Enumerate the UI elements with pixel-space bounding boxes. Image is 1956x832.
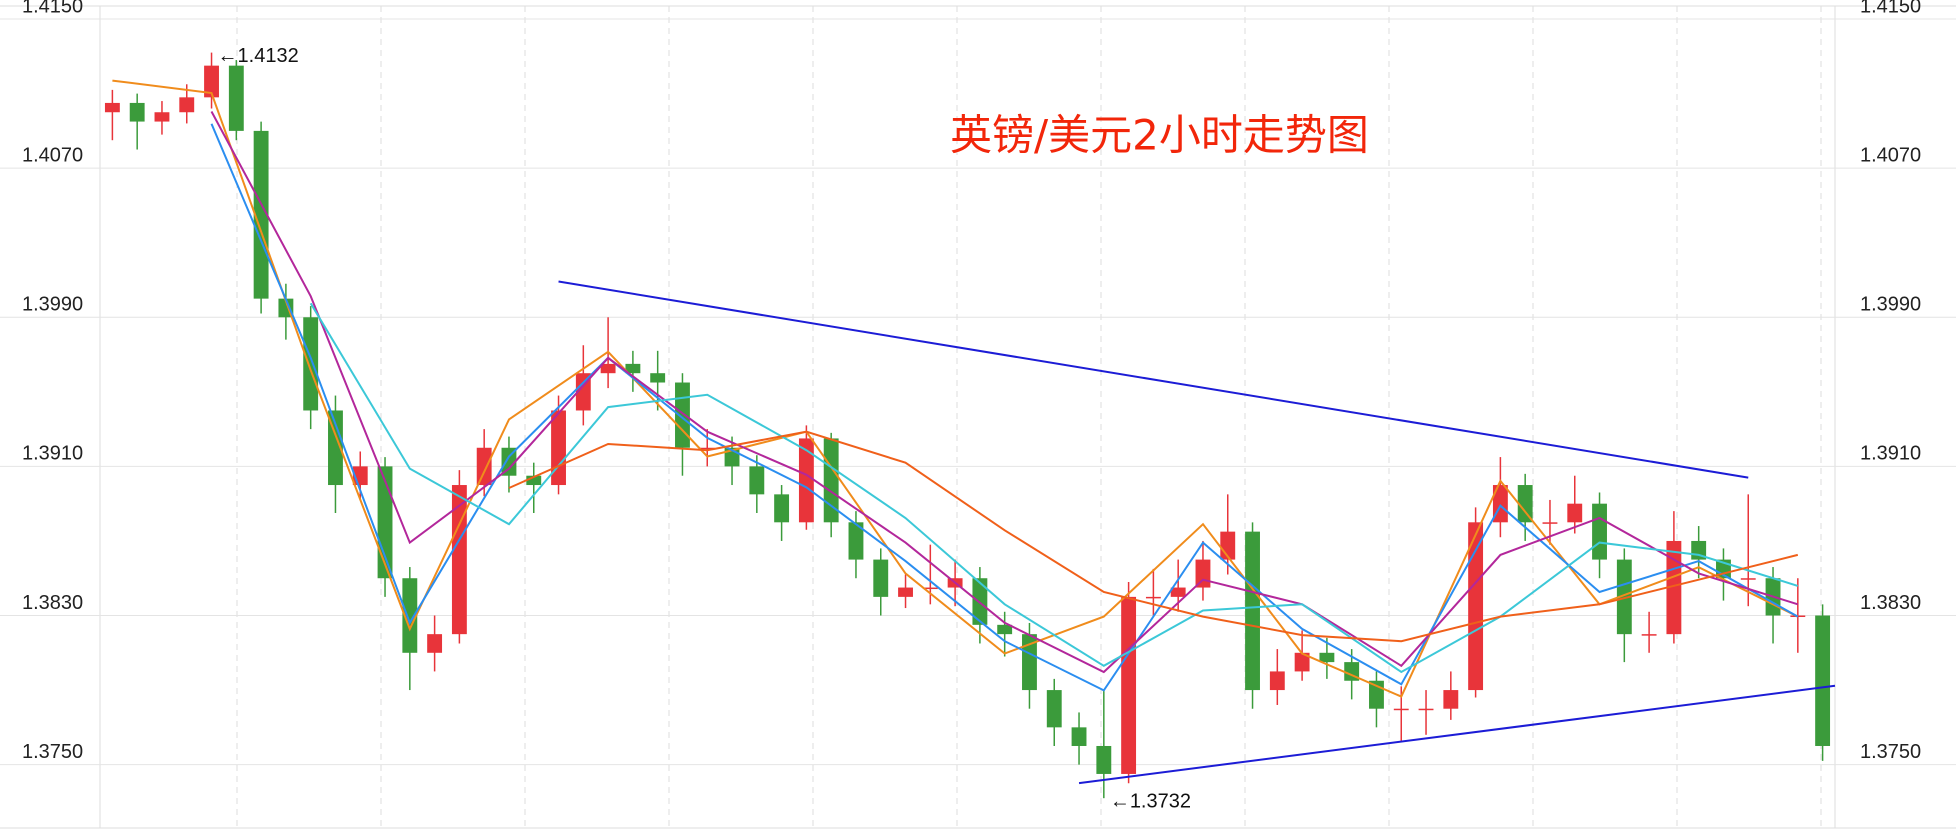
y-tick-label-right: 1.4070 (1860, 144, 1921, 166)
y-tick-label-right: 1.3990 (1860, 294, 1921, 316)
trend-line (1078, 684, 1836, 785)
candle-body (922, 587, 938, 590)
candle-body (1393, 708, 1409, 711)
candle-body (451, 485, 467, 635)
candle-body (1145, 596, 1161, 599)
candle-body (798, 438, 814, 523)
y-tick-label: 1.4070 (22, 144, 83, 166)
candle-body (1641, 634, 1657, 636)
candle-body (1294, 652, 1310, 672)
candle-body (526, 475, 542, 486)
candle-body (600, 363, 616, 374)
y-tick-label: 1.3990 (22, 294, 83, 316)
candle-body (997, 624, 1013, 635)
candle-body (1170, 587, 1186, 597)
candle-body (501, 447, 517, 476)
candle-body (476, 447, 492, 486)
candle-body (1666, 540, 1682, 635)
y-tick-label: 1.3750 (22, 741, 83, 763)
y-tick-label: 1.3910 (22, 443, 83, 465)
ma-line (210, 123, 1799, 692)
chart-title: 英镑/美元2小时走势图 (950, 111, 1369, 160)
candle-body (675, 382, 690, 448)
low-annotation: ←1.3732 (1110, 790, 1191, 812)
candle-body (1592, 503, 1607, 560)
candle-body (402, 578, 418, 653)
high-annotation: ←1.4132 (218, 45, 299, 67)
candle-body (1022, 634, 1037, 691)
ma-line (112, 79, 1799, 698)
candle-body (1616, 559, 1632, 635)
candle-body (848, 522, 864, 560)
ma-line (210, 111, 1799, 674)
y-tick-label: 1.4150 (22, 0, 83, 17)
candle-body (179, 97, 195, 113)
candle-body (129, 102, 145, 122)
candle-body (823, 438, 839, 523)
candle-body (1418, 708, 1434, 711)
y-tick-label-right: 1.3750 (1860, 741, 1921, 763)
candle-body (1245, 531, 1260, 691)
candle-body (228, 65, 244, 131)
marks: ←1.4132 ←1.3732 (104, 45, 1836, 812)
candle-body (898, 587, 913, 597)
candle-body (873, 559, 889, 597)
candle-body (154, 112, 170, 122)
candle-body (377, 466, 393, 579)
candle-body (204, 65, 219, 98)
candle-body (1071, 727, 1087, 746)
y-tick-label: 1.3830 (22, 592, 83, 614)
candle-body (1542, 522, 1558, 524)
candle-body (774, 494, 790, 523)
candle-body (1121, 596, 1137, 774)
candle-body (1740, 578, 1756, 580)
candle-body (699, 447, 715, 450)
candle-body (303, 317, 319, 411)
candle-body (427, 634, 443, 653)
candle-body (1046, 690, 1062, 728)
trend-line (558, 280, 1749, 479)
candle-body (1096, 745, 1112, 774)
candle-body (104, 102, 120, 113)
y-tick-label-right: 1.3830 (1860, 592, 1921, 614)
candle-body (650, 373, 666, 383)
candle-body (1468, 522, 1484, 691)
ma-line (508, 430, 1799, 643)
candle-body (328, 410, 343, 486)
candle-body (1269, 671, 1285, 691)
candle-body (1319, 652, 1335, 663)
candle-body (551, 410, 566, 486)
candle-body (625, 363, 641, 374)
candle-body (1443, 690, 1459, 709)
candle-body (1517, 485, 1533, 523)
candle-body (253, 130, 269, 299)
y-tick-label-right: 1.3910 (1860, 443, 1921, 465)
candle-body (1567, 503, 1583, 523)
y-tick-label-right: 1.4150 (1860, 0, 1921, 17)
candle-body (1815, 615, 1831, 746)
candle-body (749, 466, 765, 495)
